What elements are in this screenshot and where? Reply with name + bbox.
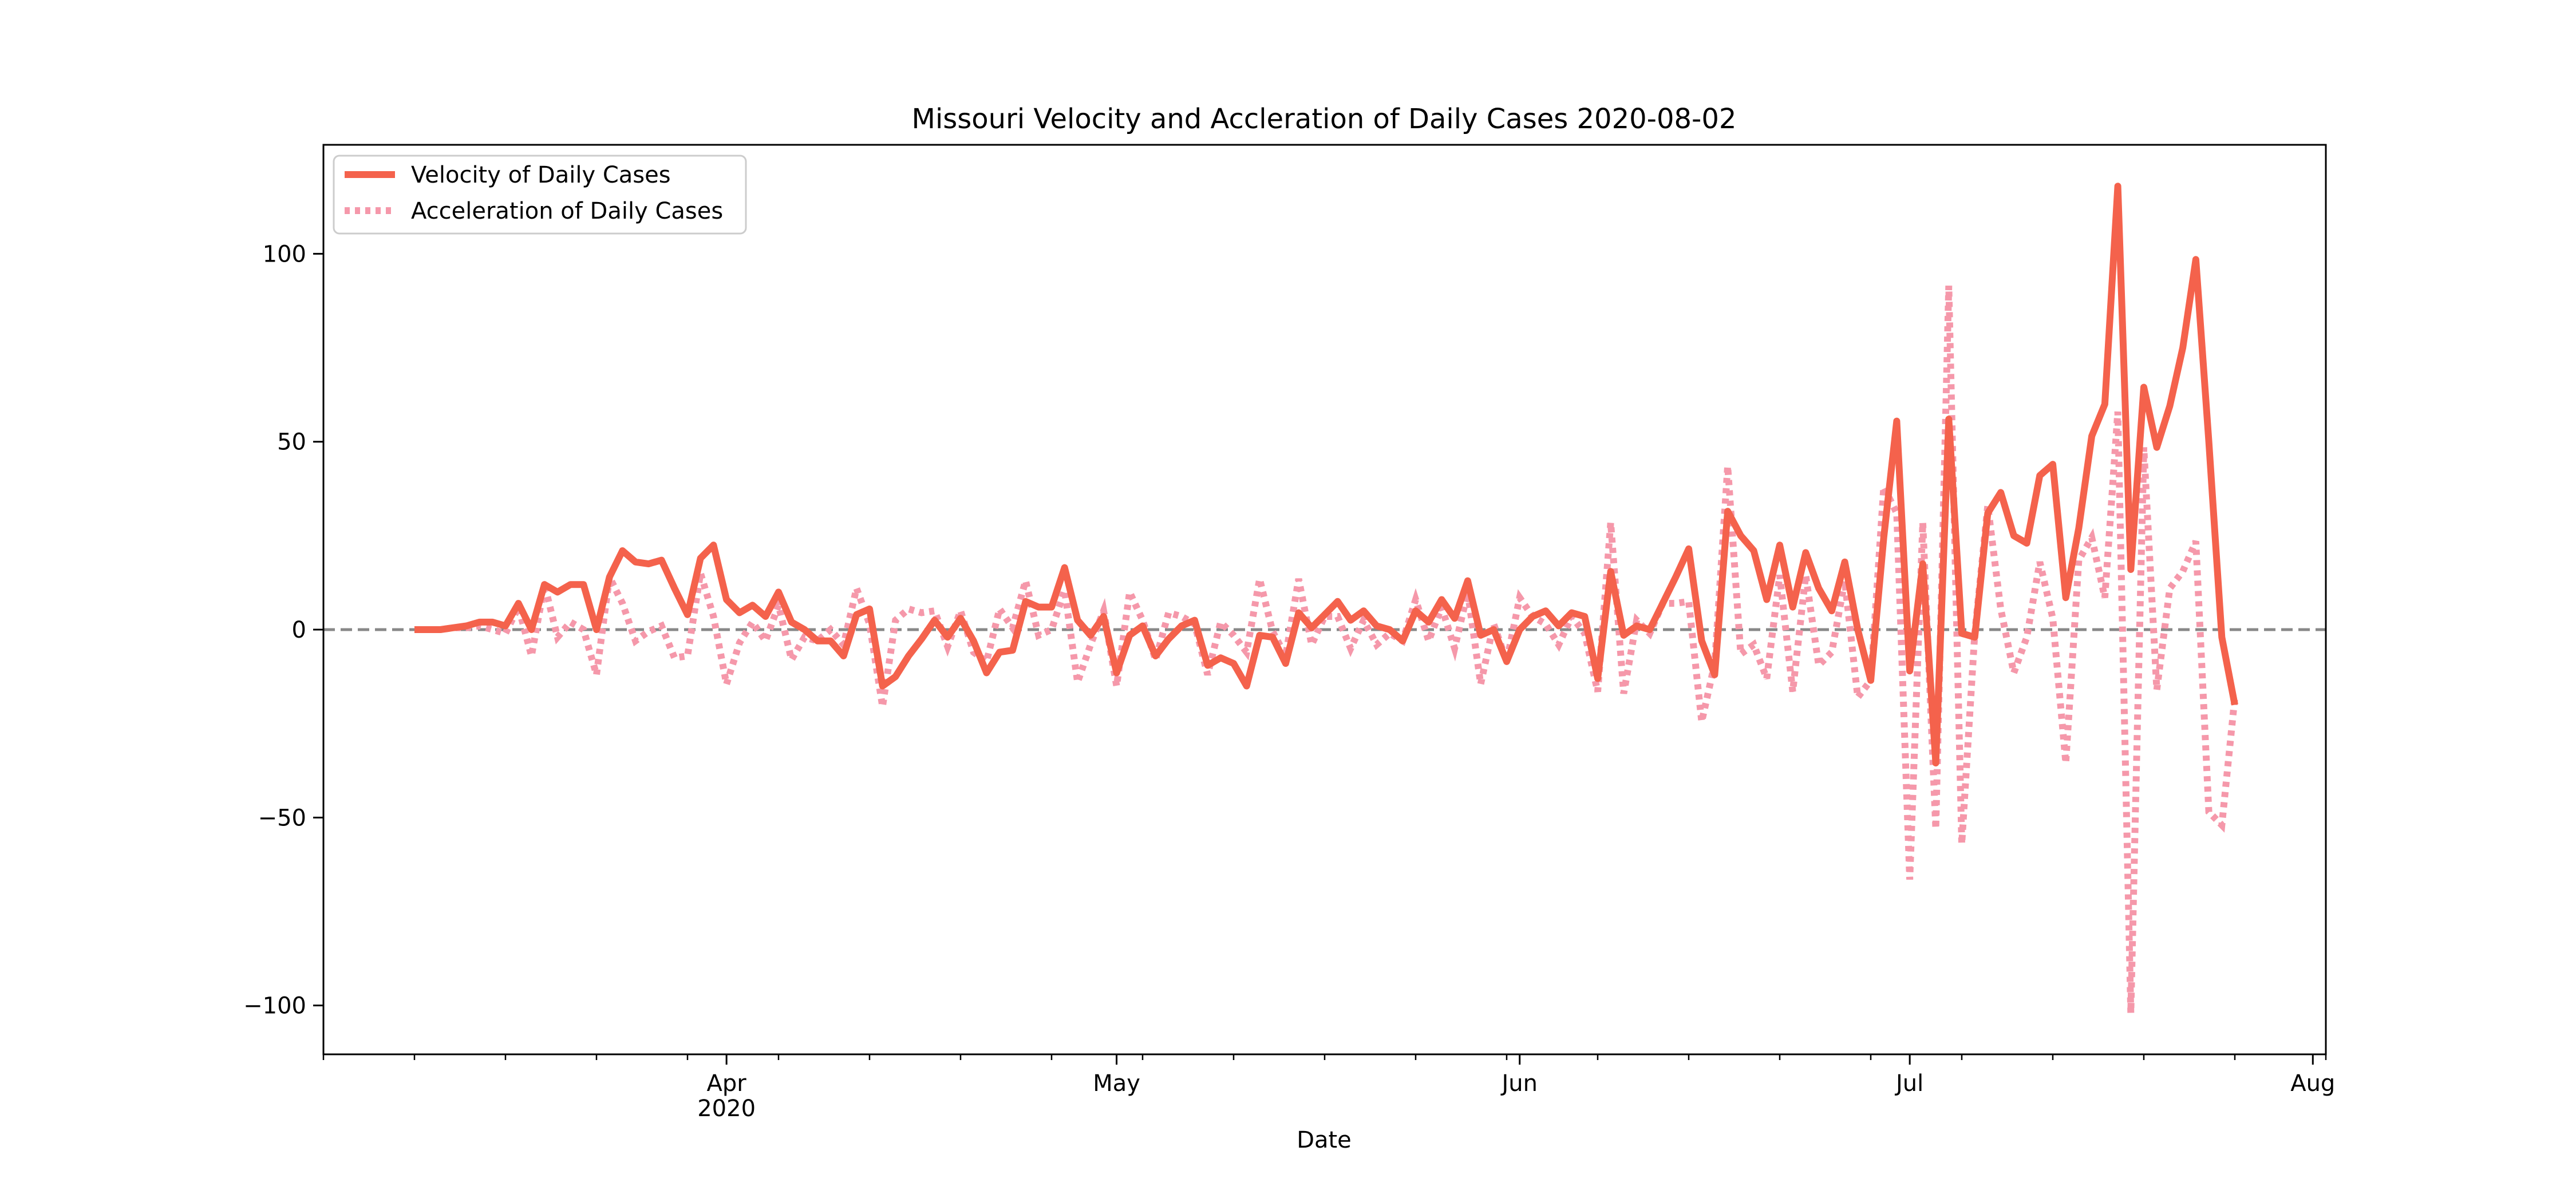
x-tick-sublabel: 2020 bbox=[697, 1096, 756, 1122]
axes-frame bbox=[322, 144, 2327, 1055]
series-line-velocity bbox=[414, 183, 2238, 767]
x-tick-label: May bbox=[1093, 1070, 1140, 1097]
x-tick-label: Jun bbox=[1500, 1070, 1538, 1097]
legend: Velocity of Daily Cases Acceleration of … bbox=[333, 155, 747, 235]
y-tick-label: 100 bbox=[263, 241, 306, 267]
x-tick-label: Jul bbox=[1894, 1070, 1923, 1097]
legend-label-velocity: Velocity of Daily Cases bbox=[411, 162, 671, 188]
legend-label-acceleration: Acceleration of Daily Cases bbox=[411, 198, 723, 224]
y-tick-label: 50 bbox=[277, 429, 306, 456]
x-tick-label: Aug bbox=[2290, 1070, 2335, 1097]
x-axis-label: Date bbox=[1297, 1127, 1352, 1153]
x-tick-label: Apr bbox=[707, 1070, 747, 1097]
chart-title: Missouri Velocity and Accleration of Dai… bbox=[912, 103, 1737, 135]
y-tick-label: −50 bbox=[258, 805, 306, 831]
legend-box bbox=[333, 155, 747, 235]
y-tick-label: −100 bbox=[243, 993, 306, 1019]
plot-area bbox=[323, 183, 2326, 1013]
y-axis: −100 −50 0 50 100 bbox=[243, 241, 323, 1019]
y-tick-label: 0 bbox=[292, 617, 306, 643]
